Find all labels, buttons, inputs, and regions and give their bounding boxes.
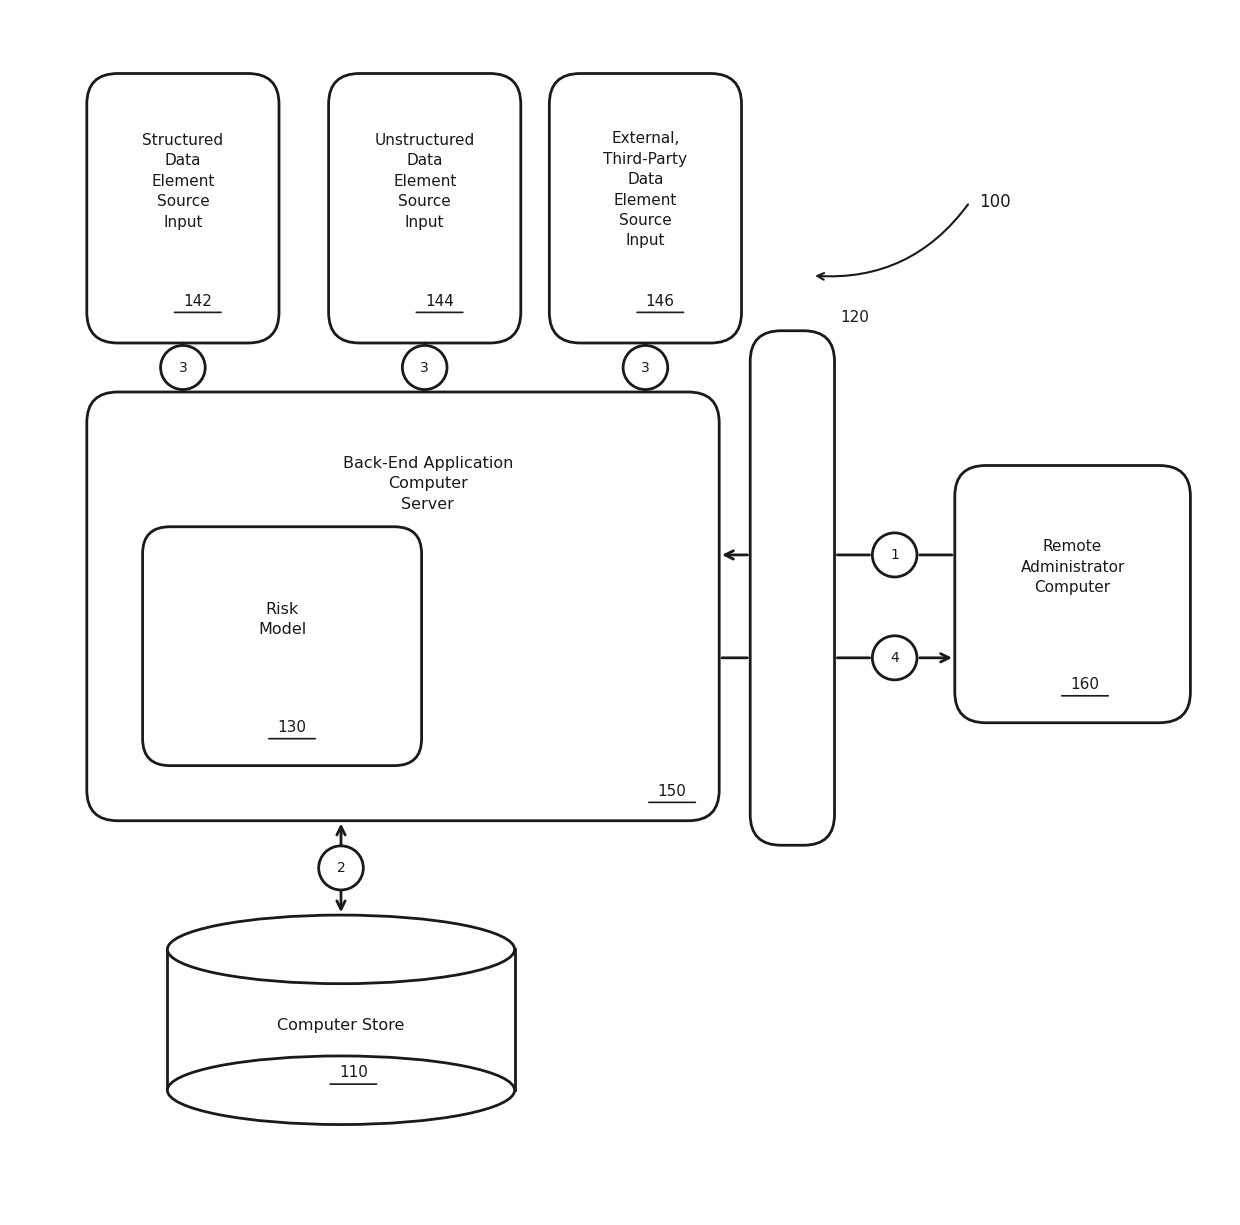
Circle shape (873, 533, 918, 577)
Text: Risk
Model: Risk Model (258, 601, 306, 637)
FancyBboxPatch shape (87, 74, 279, 343)
Text: 120: 120 (841, 310, 869, 325)
Bar (167, 949, 515, 1090)
Text: Remote
Administrator
Computer: Remote Administrator Computer (1021, 539, 1125, 595)
Text: Back-End Application
Computer
Server: Back-End Application Computer Server (342, 456, 513, 512)
Text: 3: 3 (641, 360, 650, 375)
Circle shape (622, 345, 667, 390)
Circle shape (161, 345, 206, 390)
Text: 4: 4 (890, 650, 899, 665)
Ellipse shape (167, 1056, 515, 1125)
FancyBboxPatch shape (549, 74, 742, 343)
FancyBboxPatch shape (143, 527, 422, 766)
Text: 130: 130 (278, 720, 306, 735)
FancyBboxPatch shape (955, 466, 1190, 723)
Text: 3: 3 (420, 360, 429, 375)
Text: 142: 142 (184, 294, 212, 309)
FancyBboxPatch shape (329, 74, 521, 343)
Text: Structured
Data
Element
Source
Input: Structured Data Element Source Input (143, 134, 223, 229)
Text: Unstructured
Data
Element
Source
Input: Unstructured Data Element Source Input (374, 134, 475, 229)
Text: 144: 144 (425, 294, 454, 309)
Circle shape (873, 636, 918, 680)
FancyBboxPatch shape (87, 392, 719, 821)
Text: Computer Store: Computer Store (278, 1018, 404, 1034)
Text: 160: 160 (1070, 677, 1100, 692)
Text: 1: 1 (890, 548, 899, 562)
Text: External,
Third-Party
Data
Element
Source
Input: External, Third-Party Data Element Sourc… (604, 131, 687, 249)
Ellipse shape (167, 915, 515, 984)
Text: 3: 3 (179, 360, 187, 375)
Text: 110: 110 (339, 1066, 368, 1080)
Circle shape (403, 345, 448, 390)
Text: 100: 100 (980, 194, 1012, 211)
Text: 2: 2 (336, 861, 346, 875)
Text: 146: 146 (646, 294, 675, 309)
Circle shape (319, 845, 363, 891)
FancyBboxPatch shape (750, 331, 835, 845)
Text: 150: 150 (657, 784, 687, 799)
